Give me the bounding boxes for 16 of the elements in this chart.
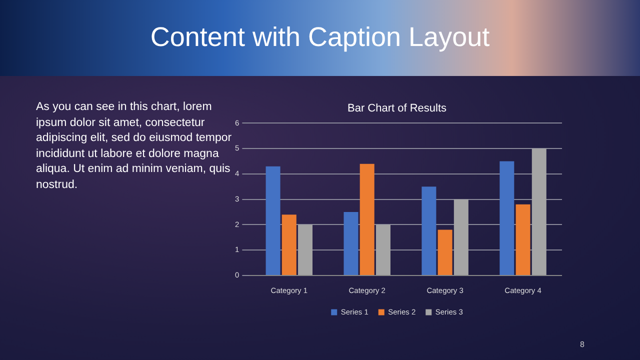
text: As you can see in this chart, lorem ipsum dolor sit amet, consectetur adipiscing elit, sed do eiusmod tempor incididunt ut labore et dolore magna aliqua. Ut enim ad minim veniam, quis nostrud. [36,100,233,192]
text: 8 [580,340,584,349]
chart-title: Bar Chart of Results [347,102,448,115]
bar [532,148,546,275]
bar [422,186,436,275]
bar [516,204,530,275]
bar [376,224,390,275]
text: Content with Caption Layout [149,22,491,53]
bar [298,224,313,275]
bar [454,199,468,275]
bar [360,164,374,275]
bar [500,161,514,275]
bar [282,214,296,275]
bar [344,212,358,275]
bar [266,166,280,275]
bar [438,230,452,275]
